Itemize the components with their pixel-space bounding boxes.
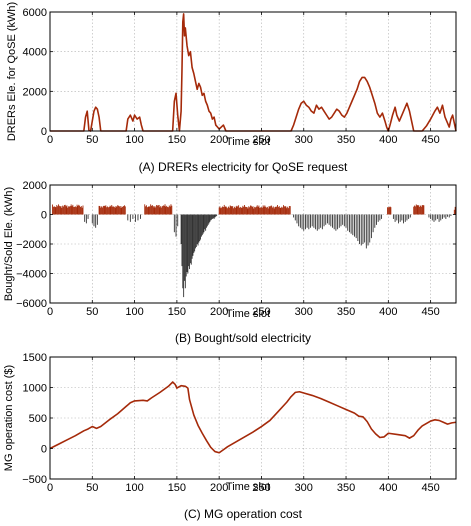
x-tick-label: 50 <box>86 306 98 318</box>
panel-a-y-axis-label: DRERs Ele. for QoSE (kWh) <box>6 2 18 141</box>
x-tick-label: 400 <box>379 306 397 318</box>
y-tick-label: −6000 <box>16 298 47 310</box>
panel-a-drers-electricity: 0 50 100 150 200 250 300 350 400 450 0 2000 4000 6000… <box>6 2 457 174</box>
x-tick-label: 450 <box>421 306 439 318</box>
y-tick-label: 1000 <box>23 383 47 395</box>
panel-c-operation-cost: 0 50 100 150 200 250 300 350 400 450−500050010001… <box>3 352 457 521</box>
x-tick-label: 150 <box>168 306 186 318</box>
x-tick-label: 450 <box>421 134 439 146</box>
x-tick-label: 350 <box>337 482 355 494</box>
x-tick-label: 200 <box>210 134 228 146</box>
y-tick-label: −500 <box>22 474 47 486</box>
y-tick-label: 0 <box>41 444 47 456</box>
y-tick-label: 6000 <box>23 7 47 19</box>
panel-a-grid <box>49 11 456 132</box>
x-tick-label: 300 <box>295 482 313 494</box>
series-line <box>49 381 457 454</box>
x-tick-label: 100 <box>125 482 143 494</box>
x-tick-label: 400 <box>379 134 397 146</box>
x-tick-label: 200 <box>210 482 228 494</box>
x-tick-label: 150 <box>168 134 186 146</box>
series-line <box>50 13 457 132</box>
x-tick-label: 400 <box>379 482 397 494</box>
x-tick-label: 350 <box>337 134 355 146</box>
x-tick-label: 50 <box>86 482 98 494</box>
panel-c-ticks: 0 50 100 150 200 250 300 350 400 450−500050010001… <box>22 352 456 494</box>
panel-b-grid <box>49 184 456 304</box>
y-tick-label: 2000 <box>23 86 47 98</box>
panel-a-ticks: 0 50 100 150 200 250 300 350 400 450 0 2000 4000 6000 <box>23 7 456 146</box>
panel-b-x-axis-label: Time slot <box>226 308 270 320</box>
y-tick-label: 500 <box>29 413 47 425</box>
panel-b-ticks: 0 50 100 150 200 250 300 350 400 450 −6000 −4000 −20… <box>16 180 456 318</box>
panel-c-plot-area <box>49 381 457 454</box>
x-tick-label: 100 <box>125 306 143 318</box>
y-tick-label: 0 <box>41 210 47 222</box>
x-tick-label: 100 <box>125 134 143 146</box>
y-tick-label: 0 <box>41 126 47 138</box>
x-tick-label: 150 <box>168 482 186 494</box>
x-tick-label: 250 <box>252 134 270 146</box>
x-tick-label: 0 <box>47 306 53 318</box>
x-tick-label: 0 <box>47 134 53 146</box>
panel-c-x-axis-label: Time slot <box>226 481 270 493</box>
y-tick-label: 4000 <box>23 47 47 59</box>
y-tick-label: −4000 <box>16 269 47 281</box>
x-tick-label: 450 <box>421 482 439 494</box>
panel-b-y-axis-label: Bought/Sold Ele. (kWh) <box>3 187 15 301</box>
x-tick-label: 50 <box>86 134 98 146</box>
y-tick-label: −2000 <box>16 239 47 251</box>
panel-b-plot-area <box>52 204 457 298</box>
panel-a-axes-frame <box>49 11 457 132</box>
x-tick-label: 300 <box>295 134 313 146</box>
panel-a-plot-area <box>50 13 457 132</box>
panel-a-x-axis-label: Time slot <box>226 136 270 148</box>
x-tick-label: 350 <box>337 306 355 318</box>
panel-a-caption: (A) DRERs electricity for QoSE request <box>139 160 348 174</box>
x-tick-label: 250 <box>252 482 270 494</box>
panel-c-y-axis-label: MG operation cost ($) <box>3 365 15 471</box>
x-tick-label: 250 <box>252 306 270 318</box>
y-tick-label: 2000 <box>23 180 47 192</box>
panel-b-bought-sold: 0 50 100 150 200 250 300 350 400 450 −6000 −4000 −20… <box>3 180 457 345</box>
y-tick-label: 1500 <box>23 352 47 364</box>
x-tick-label: 0 <box>47 482 53 494</box>
panel-b-caption: (B) Bought/sold electricity <box>175 331 311 345</box>
x-tick-label: 200 <box>210 306 228 318</box>
x-tick-label: 300 <box>295 306 313 318</box>
panel-c-caption: (C) MG operation cost <box>184 507 303 521</box>
